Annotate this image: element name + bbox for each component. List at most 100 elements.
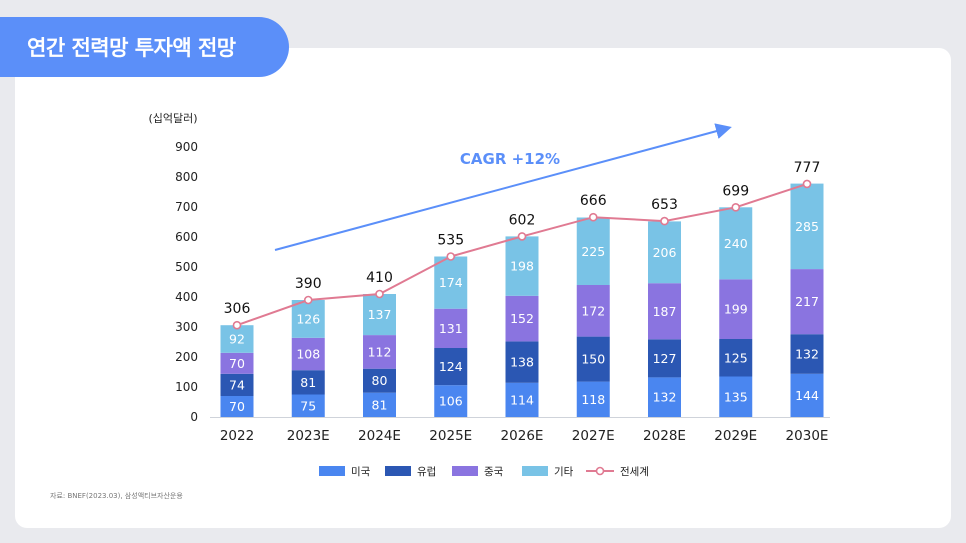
total-point: [232, 320, 242, 330]
page-title: 연간 전력망 투자액 전망: [0, 17, 289, 77]
bar-value-label: 225: [581, 244, 605, 259]
bar-value-label: 131: [439, 321, 463, 336]
total-value-label: 410: [366, 270, 393, 286]
legend: 미국 유럽 중국 기타 전세계: [319, 465, 649, 478]
total-line: 306 390 410 535 602 666 653 699 777: [224, 123, 821, 330]
bar-segment-europe: [291, 370, 325, 395]
total-value-label: 390: [295, 276, 322, 292]
bar-value-label: 172: [581, 303, 605, 318]
bar-segment-us: [434, 385, 468, 417]
bar-value-label: 198: [510, 259, 534, 274]
bar-segment-china: [505, 295, 539, 342]
bar-value-label: 132: [795, 347, 819, 362]
cagr-arrow: [274, 123, 732, 251]
legend-swatch-europe: [385, 466, 411, 476]
bar-value-label: 112: [368, 344, 392, 359]
bar-value-label: 152: [510, 311, 534, 326]
bar-segment-other: [434, 256, 468, 309]
total-value-label: 535: [437, 233, 464, 249]
bar-value-label: 144: [795, 388, 819, 403]
bar-value-label: 74: [229, 377, 245, 392]
bar-value-label: 138: [510, 355, 534, 370]
x-tick-label: 2023E: [287, 428, 330, 444]
x-tick-label: 2025E: [429, 428, 472, 444]
bar-value-label: 80: [372, 373, 388, 388]
bar-segment-other: [291, 300, 325, 338]
y-tick-label: 800: [175, 170, 198, 184]
x-tick-label: 2024E: [358, 428, 401, 444]
bar-value-label: 114: [510, 392, 534, 407]
bar-value-label: 70: [229, 399, 245, 414]
bar-segment-other: [363, 294, 396, 336]
x-tick-label: 2028E: [643, 428, 686, 444]
legend-label: 전세계: [620, 466, 649, 478]
total-point: [588, 212, 598, 222]
bar-segment-other: [505, 236, 539, 296]
total-point: [731, 203, 741, 212]
legend-swatch-china: [452, 466, 478, 476]
y-tick-label: 200: [175, 350, 198, 364]
bar-segment-china: [576, 285, 610, 337]
y-axis: 0 100 200 300 400 500 600 700 800 900: [175, 140, 198, 424]
bar-value-label: 240: [724, 236, 748, 251]
legend-label: 유럽: [417, 465, 436, 478]
total-value-label: 653: [651, 197, 678, 213]
total-point: [446, 252, 456, 261]
bar-segment-us: [220, 396, 254, 417]
legend-swatch-us: [319, 466, 345, 476]
bar-value-label: 206: [653, 245, 677, 260]
total-point: [303, 295, 313, 305]
bar-segment-other: [576, 217, 610, 285]
y-tick-label: 600: [175, 230, 198, 244]
bar-segment-china: [363, 335, 396, 369]
bar-segment-other: [719, 207, 753, 280]
total-value-label: 699: [722, 183, 749, 199]
bar-segment-europe: [505, 341, 539, 383]
bar-segment-us: [363, 392, 396, 417]
legend-label: 기타: [554, 466, 574, 478]
bar-value-label: 135: [724, 389, 748, 404]
bar-value-label: 285: [795, 219, 819, 234]
bar-segment-us: [790, 373, 824, 417]
bar-value-label: 126: [296, 311, 320, 326]
total-value-label: 602: [509, 212, 536, 228]
x-tick-label: 2030E: [786, 428, 829, 444]
cagr-annotation: CAGR +12%: [460, 150, 560, 168]
bar-value-label: 150: [581, 352, 605, 367]
bar-segment-europe: [576, 336, 610, 382]
total-point: [660, 216, 669, 226]
bar-segment-europe: [719, 339, 753, 377]
legend-marker-total: [595, 466, 605, 476]
bar-value-label: 137: [368, 307, 392, 322]
bar-segment-us: [505, 382, 539, 417]
bar-value-label: 92: [229, 332, 245, 347]
bar-segment-us: [576, 381, 610, 417]
bar-segment-europe: [790, 334, 824, 374]
bars: 70 74 70 92 75 81 108 126 81 80 112 137 106 124 131 174…: [220, 183, 824, 417]
total-point: [375, 289, 384, 299]
y-tick-label: 0: [190, 410, 198, 424]
bar-value-label: 70: [229, 356, 245, 371]
unit-label: (십억달러): [148, 112, 197, 125]
bar-segment-us: [719, 376, 753, 417]
x-tick-label: 2022: [220, 428, 254, 444]
total-value-label: 306: [224, 301, 251, 317]
bar-segment-us: [291, 394, 325, 417]
bar-segment-europe: [648, 339, 681, 378]
bar-segment-china: [291, 337, 325, 371]
total-value-label: 777: [794, 160, 821, 176]
y-tick-label: 900: [175, 140, 198, 154]
bar-value-label: 127: [653, 351, 677, 366]
x-axis: 2022 2023E 2024E 2025E 2026E 2027E 2028E 2029E 2…: [210, 417, 830, 444]
x-tick-label: 2026E: [501, 428, 544, 444]
bar-value-label: 118: [581, 392, 605, 407]
bar-segment-china: [648, 283, 681, 340]
bar-value-label: 81: [372, 397, 388, 412]
bar-segment-europe: [434, 348, 468, 386]
source-note: 자료: BNEF(2023.03), 삼성액티브자산운용: [50, 492, 183, 500]
bar-segment-china: [719, 279, 753, 339]
total-value-label: 666: [580, 193, 607, 209]
bar-segment-china: [220, 352, 254, 374]
bar-value-label: 106: [439, 394, 463, 409]
